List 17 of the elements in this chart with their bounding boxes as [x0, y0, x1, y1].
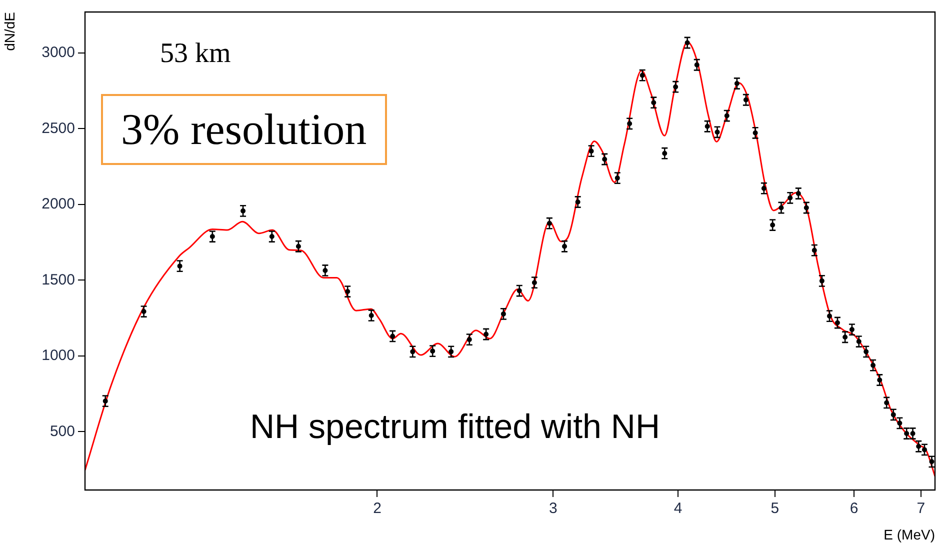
y-tick-label: 500	[50, 422, 75, 440]
x-tick-label: 5	[770, 500, 780, 518]
x-tick-label: 3	[549, 500, 558, 518]
annotation: 3% resolution	[101, 94, 387, 165]
x-axis-title: E (MeV)	[884, 526, 935, 542]
y-tick-label: 2000	[42, 196, 75, 213]
annotation: 53 km	[160, 38, 231, 70]
x-tick-label: 4	[674, 500, 682, 518]
y-tick-label: 2500	[42, 120, 75, 137]
y-tick-label: 1500	[42, 271, 75, 288]
y-tick-label: 3000	[42, 44, 75, 62]
y-tick-label: 1000	[42, 347, 75, 364]
y-axis-title: dN/dE	[1, 12, 18, 51]
annotation: NH spectrum fitted with NH	[250, 408, 660, 447]
x-tick-label: 7	[916, 500, 926, 518]
x-tick-label: 2	[373, 500, 382, 518]
x-tick-label: 6	[850, 500, 858, 518]
